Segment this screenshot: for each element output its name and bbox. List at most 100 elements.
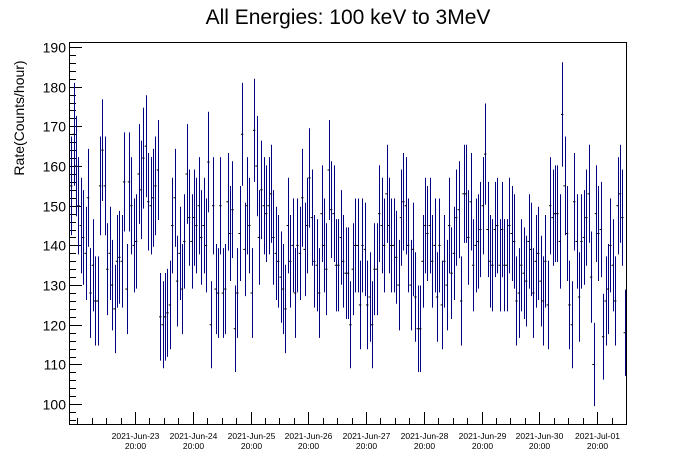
data-point	[301, 148, 304, 247]
data-point	[445, 239, 448, 331]
data-point	[618, 144, 622, 243]
data-point	[175, 235, 179, 327]
data-point	[361, 198, 364, 293]
data-point	[204, 198, 208, 293]
data-point	[113, 264, 116, 354]
data-point	[255, 115, 258, 217]
data-point	[219, 157, 222, 255]
data-point	[536, 206, 540, 300]
data-point	[469, 152, 472, 251]
data-point	[570, 281, 574, 369]
data-point	[115, 214, 119, 308]
data-point	[173, 148, 176, 247]
data-point	[151, 148, 155, 247]
data-point	[406, 198, 410, 293]
data-point	[332, 165, 335, 262]
data-point	[604, 256, 607, 346]
x-ticks: 2021-Jun-2320:002021-Jun-2420:002021-Jun…	[77, 412, 620, 451]
data-point	[452, 206, 456, 300]
data-point	[209, 281, 213, 369]
data-point	[346, 227, 350, 319]
data-point	[341, 214, 345, 308]
data-point	[120, 214, 123, 308]
data-point	[226, 152, 229, 251]
data-point	[561, 62, 564, 167]
data-point	[431, 214, 434, 308]
data-point	[438, 198, 441, 293]
data-point	[98, 136, 102, 236]
data-point	[207, 111, 210, 213]
data-point	[382, 198, 386, 293]
data-point	[293, 248, 297, 338]
data-point	[440, 260, 444, 350]
data-point	[240, 82, 244, 186]
data-point	[486, 181, 489, 278]
data-point	[317, 248, 321, 338]
data-point	[404, 157, 407, 255]
data-point	[252, 78, 256, 182]
data-point	[185, 124, 188, 224]
x-tick-date-label: 2021-Jun-29	[459, 431, 507, 441]
data-point	[597, 186, 600, 281]
data-point	[476, 194, 480, 289]
x-tick-date-label: 2021-Jun-23	[112, 431, 160, 441]
data-point	[178, 206, 181, 300]
data-point	[556, 165, 559, 262]
data-point	[166, 268, 169, 357]
data-point	[344, 227, 347, 319]
data-point	[187, 169, 191, 266]
data-point	[139, 140, 143, 240]
data-point	[563, 136, 566, 236]
data-point	[380, 177, 383, 274]
data-point	[134, 194, 138, 289]
y-tick-label: 170	[43, 119, 67, 135]
data-point	[551, 169, 554, 266]
data-point	[195, 177, 198, 274]
data-point	[154, 136, 157, 236]
data-point	[291, 198, 294, 293]
data-point	[375, 223, 379, 316]
data-point	[471, 219, 475, 312]
data-point	[351, 223, 355, 316]
data-point	[354, 198, 357, 293]
data-point	[101, 99, 104, 201]
data-point	[122, 132, 126, 232]
data-point	[421, 214, 424, 308]
data-point	[474, 198, 477, 293]
data-point	[144, 95, 148, 198]
data-point	[118, 210, 121, 304]
data-point	[84, 206, 87, 300]
data-point	[544, 214, 547, 308]
data-point	[228, 186, 232, 281]
data-point	[479, 181, 482, 278]
x-tick-date-label: 2021-Jun-30	[516, 431, 564, 441]
data-point	[411, 202, 415, 297]
data-point	[443, 214, 446, 308]
y-tick-label: 100	[43, 397, 67, 413]
data-point	[370, 281, 374, 369]
y-tick-label: 180	[43, 80, 67, 96]
data-point	[91, 219, 95, 312]
data-points	[70, 62, 626, 407]
data-point	[125, 243, 128, 335]
data-point	[419, 285, 422, 373]
data-point	[94, 256, 97, 346]
data-point	[573, 152, 576, 251]
data-point	[168, 260, 172, 350]
data-point	[110, 239, 114, 331]
data-point	[236, 248, 239, 338]
data-point	[82, 190, 85, 285]
data-point	[481, 157, 484, 255]
data-point	[402, 152, 405, 251]
data-point	[103, 136, 107, 236]
data-point	[358, 260, 362, 350]
data-point	[505, 219, 509, 312]
data-point	[149, 157, 152, 255]
data-point	[70, 136, 73, 236]
data-point	[498, 219, 501, 312]
data-point	[202, 177, 205, 274]
data-point	[339, 190, 342, 285]
data-point	[510, 186, 513, 281]
